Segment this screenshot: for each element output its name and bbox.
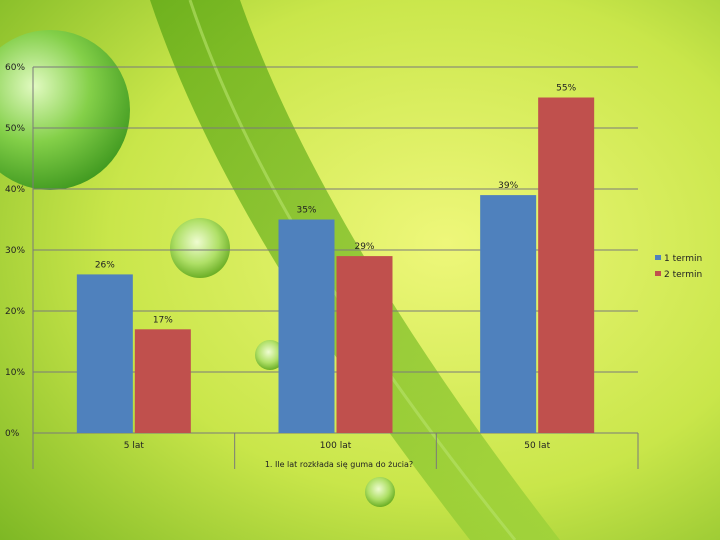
data-label: 39% — [498, 181, 518, 191]
data-label: 55% — [556, 84, 576, 94]
data-label: 26% — [95, 260, 115, 270]
x-tick-label: 50 lat — [524, 441, 550, 451]
bar — [538, 97, 595, 433]
globe-decoration — [0, 30, 130, 190]
data-label: 29% — [354, 242, 374, 252]
y-tick-label: 30% — [5, 246, 25, 256]
y-tick-label: 40% — [5, 185, 25, 195]
x-axis-title: 1. Ile lat rozkłada się guma do żucia? — [265, 460, 413, 469]
legend-swatch — [655, 271, 661, 276]
gridlines — [32, 66, 638, 469]
bar — [336, 256, 393, 433]
y-axis-ticks: 0% 10% 20% 30% 40% 50% 60% — [5, 63, 25, 439]
bar — [480, 195, 537, 433]
water-drop-decoration — [365, 477, 395, 507]
data-labels: 26% 17% 35% 29% 39% 55% — [95, 84, 577, 326]
y-tick-label: 20% — [5, 307, 25, 317]
y-tick-label: 60% — [5, 63, 25, 73]
bar — [278, 219, 335, 433]
x-tick-label: 100 lat — [320, 441, 352, 451]
data-label: 35% — [296, 206, 316, 216]
legend-label: 1 termin — [664, 254, 702, 264]
legend-swatch — [655, 255, 661, 260]
x-axis: 5 lat 100 lat 50 lat — [124, 433, 639, 469]
legend-label: 2 termin — [664, 270, 702, 280]
bar — [76, 274, 133, 433]
y-tick-label: 10% — [5, 368, 25, 378]
x-tick-label: 5 lat — [124, 441, 145, 451]
legend: 1 termin 2 termin — [655, 254, 702, 280]
data-label: 17% — [153, 315, 173, 325]
bar — [134, 329, 191, 433]
y-tick-label: 50% — [5, 124, 25, 134]
bars — [76, 97, 595, 433]
y-tick-label: 0% — [5, 429, 20, 439]
water-drop-decoration — [170, 218, 230, 278]
water-drop-decoration — [255, 340, 285, 370]
